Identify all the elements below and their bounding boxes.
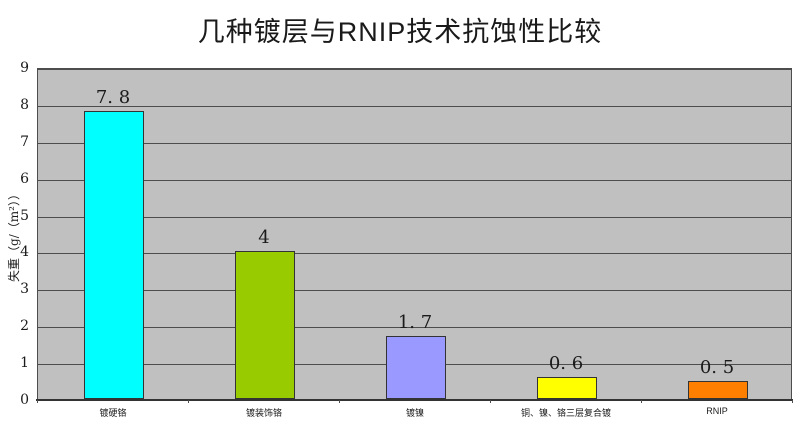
bar-value-label: 7. 8 bbox=[95, 87, 131, 108]
y-tick-label: 5 bbox=[20, 207, 29, 224]
y-tick-label: 7 bbox=[20, 133, 29, 150]
y-tick-label: 2 bbox=[20, 318, 29, 335]
y-axis-title: 失重（g/（m²）） bbox=[7, 188, 21, 282]
bar-value-label: 4 bbox=[258, 227, 270, 248]
bar-value-label: 1. 7 bbox=[397, 312, 433, 333]
chart-title: 几种镀层与RNIP技术抗蚀性比较 bbox=[197, 17, 603, 47]
bar-1 bbox=[84, 111, 144, 399]
gridline bbox=[38, 327, 791, 328]
y-tick-label: 8 bbox=[20, 96, 29, 113]
x-axis-tick bbox=[339, 400, 340, 403]
plot-area bbox=[37, 68, 792, 400]
y-tick-label: 4 bbox=[20, 244, 29, 261]
gridline bbox=[38, 217, 791, 218]
gridline bbox=[38, 106, 791, 107]
gridline bbox=[38, 143, 791, 144]
bar-value-label: 0. 5 bbox=[699, 357, 735, 378]
x-category-label: 镀镍 bbox=[405, 408, 424, 418]
gridline bbox=[38, 253, 791, 254]
x-axis-tick bbox=[792, 400, 793, 403]
bar-3 bbox=[386, 336, 446, 399]
x-category-label: 镀装饰铬 bbox=[245, 408, 282, 418]
y-tick-label: 6 bbox=[20, 170, 29, 187]
gridline bbox=[38, 180, 791, 181]
x-category-label: 镀硬铬 bbox=[99, 408, 127, 418]
x-axis-tick bbox=[490, 400, 491, 403]
y-tick-label: 9 bbox=[20, 60, 29, 76]
x-axis-tick bbox=[37, 400, 38, 403]
gridline bbox=[38, 290, 791, 291]
y-tick-label: 1 bbox=[20, 355, 29, 372]
x-category-label: 铜、镍、铬三层复合镀 bbox=[520, 408, 611, 418]
gridline bbox=[38, 69, 791, 70]
x-category-label: RNIP bbox=[706, 406, 728, 416]
x-axis-tick bbox=[641, 400, 642, 403]
x-axis-tick bbox=[188, 400, 189, 403]
y-tick-label: 3 bbox=[20, 281, 29, 298]
bar-5 bbox=[688, 381, 748, 399]
y-tick-label: 0 bbox=[20, 392, 29, 408]
bar-value-label: 0. 6 bbox=[548, 353, 584, 374]
bar-4 bbox=[537, 377, 597, 399]
bar-2 bbox=[235, 251, 295, 399]
x-axis-line bbox=[36, 399, 793, 401]
